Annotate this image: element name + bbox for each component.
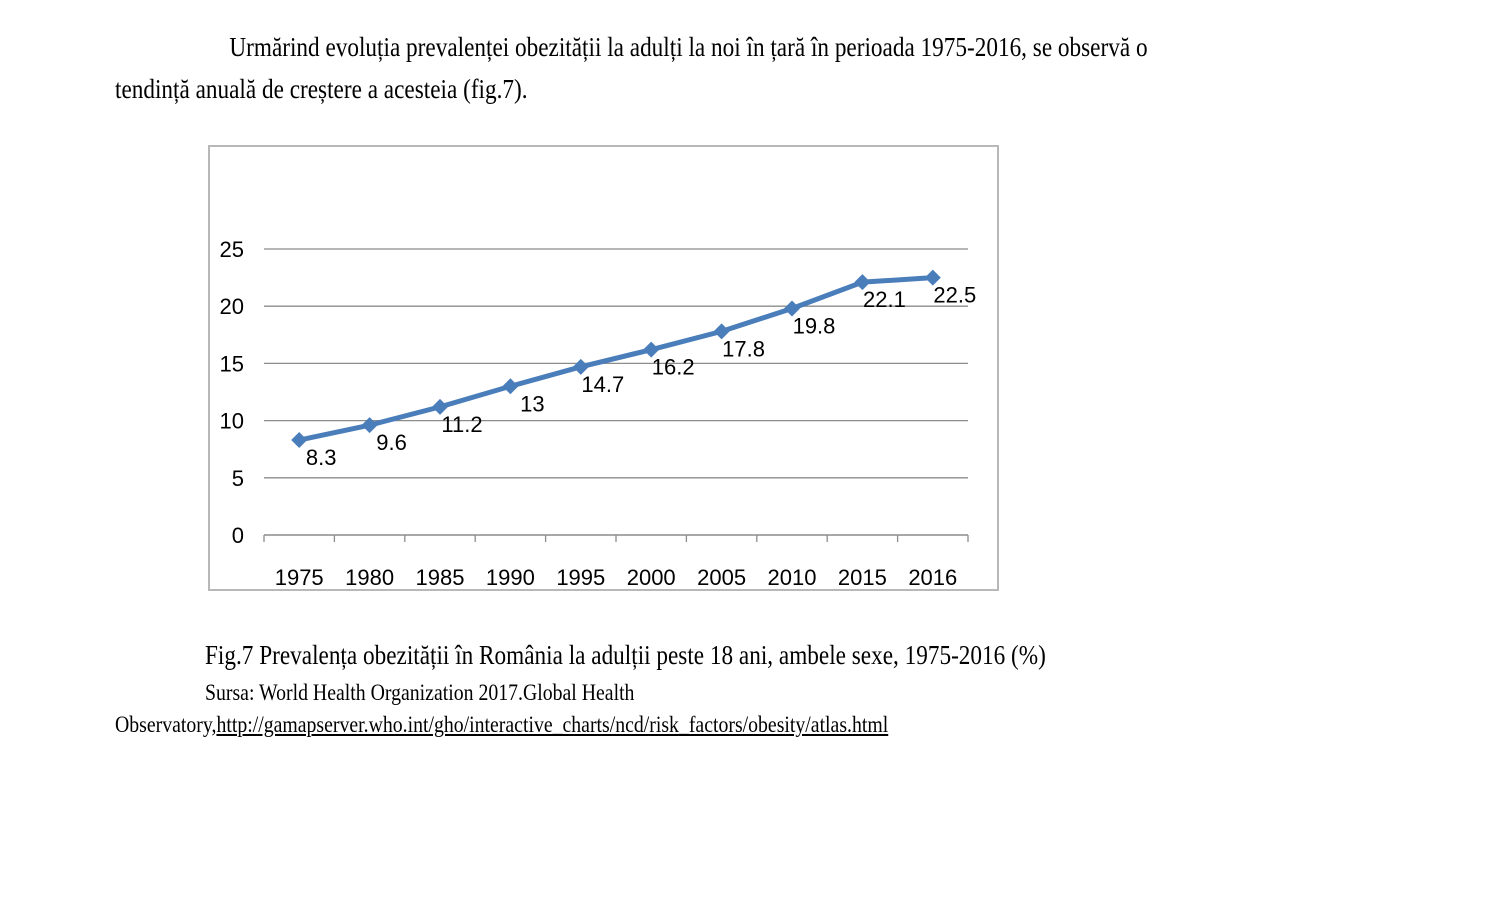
y-tick-label: 25 — [220, 237, 244, 262]
y-tick-label: 10 — [220, 409, 244, 434]
data-label: 17.8 — [722, 336, 765, 361]
data-point-marker — [361, 417, 378, 434]
x-tick-label: 2005 — [697, 565, 746, 590]
y-tick-label: 20 — [220, 294, 244, 319]
x-tick-label: 1995 — [556, 565, 605, 590]
x-tick-label: 2016 — [908, 565, 957, 590]
data-label: 14.7 — [581, 372, 624, 397]
x-tick-label: 2000 — [627, 565, 676, 590]
data-label: 9.6 — [376, 430, 407, 455]
data-point-marker — [432, 398, 448, 415]
obesity-chart: 0 5 10 15 20 25 1975 1980 1985 1990 1995 2000 2005 20… — [208, 145, 999, 591]
data-label: 22.5 — [933, 283, 976, 308]
data-point-marker — [713, 323, 730, 340]
data-point-marker — [924, 269, 941, 286]
y-tick-label: 15 — [220, 351, 244, 376]
data-label: 19.8 — [793, 313, 836, 338]
data-point-marker — [502, 378, 519, 395]
source-link[interactable]: http://gamapserver.who.int/gho/interacti… — [216, 712, 889, 737]
source-line-2: Observatory,http://gamapserver.who.int/g… — [115, 711, 888, 739]
series-line — [296, 275, 936, 443]
data-point-marker — [784, 300, 800, 317]
intro-line-2: tendință anuală de creștere a acesteia (… — [115, 74, 528, 104]
x-tick-label: 1990 — [486, 565, 535, 590]
x-tick-label: 1985 — [416, 565, 465, 590]
x-tick-label: 2010 — [768, 565, 817, 590]
chart-canvas: 0 5 10 15 20 25 1975 1980 1985 1990 1995 2000 2005 20… — [220, 237, 977, 590]
data-point-marker — [572, 358, 589, 375]
data-point-marker — [291, 432, 308, 449]
data-point-marker — [854, 274, 871, 291]
source-line-1: Sursa: World Health Organization 2017.Gl… — [205, 680, 635, 705]
data-label: 8.3 — [306, 445, 337, 470]
intro-line-1: Urmărind evoluția prevalenței obezității… — [229, 32, 1148, 62]
data-label: 13 — [520, 391, 544, 416]
x-tick-label: 2015 — [838, 565, 887, 590]
source-prefix: Observatory, — [115, 712, 217, 737]
y-tick-label: 0 — [232, 523, 244, 548]
data-point-marker — [643, 341, 660, 358]
x-tick-label: 1980 — [345, 565, 394, 590]
x-tick-label: 1975 — [275, 565, 324, 590]
data-label: 16.2 — [652, 355, 695, 380]
y-tick-label: 5 — [232, 466, 244, 491]
figure-caption: Fig.7 Prevalența obezității în România l… — [205, 640, 1046, 670]
data-label: 11.2 — [441, 412, 482, 437]
intro-paragraph: Urmărind evoluția prevalenței obezității… — [115, 26, 1181, 110]
data-label: 22.1 — [863, 287, 906, 312]
